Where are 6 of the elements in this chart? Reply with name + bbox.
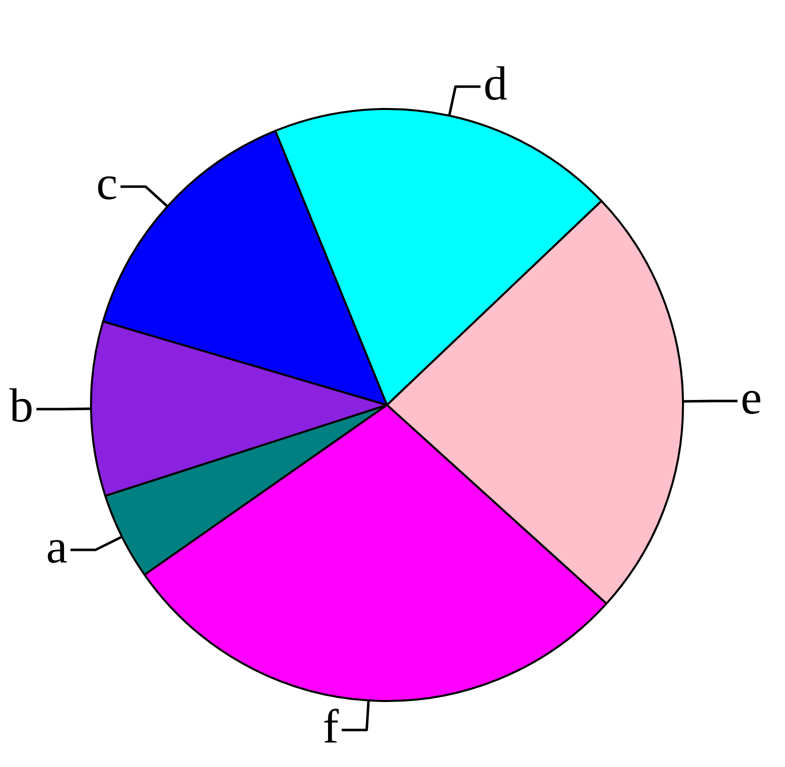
- slice-label: a: [46, 520, 68, 574]
- slice-label: d: [483, 57, 508, 110]
- slice-label: b: [9, 380, 34, 433]
- slice-label: e: [740, 372, 762, 425]
- slice-label: f: [322, 700, 339, 754]
- slice-label: c: [96, 157, 118, 210]
